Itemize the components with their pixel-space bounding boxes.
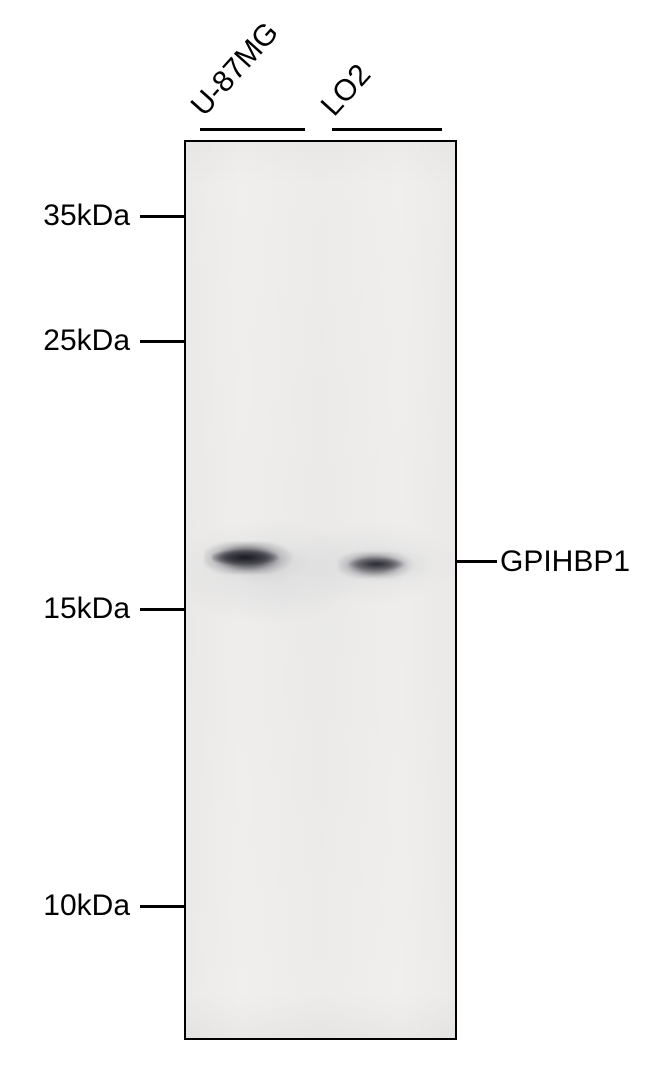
mw-label-10: 10kDa xyxy=(20,889,130,923)
lane-label-2: LO2 xyxy=(315,58,378,123)
lane-underline-1 xyxy=(200,128,305,131)
lane-underline-2 xyxy=(332,128,442,131)
lane-label-1: U-87MG xyxy=(185,16,286,123)
mw-label-25: 25kDa xyxy=(20,324,130,358)
mw-tick-25 xyxy=(140,340,184,343)
western-blot-figure: U-87MG LO2 35kDa 25kDa 15kDa 10kDa GPIHB… xyxy=(0,0,650,1068)
mw-label-35: 35kDa xyxy=(20,199,130,233)
mw-tick-35 xyxy=(140,215,184,218)
protein-tick xyxy=(457,560,497,563)
mw-tick-15 xyxy=(140,608,184,611)
protein-label: GPIHBP1 xyxy=(500,545,630,579)
band-lane1-core xyxy=(212,550,284,565)
mw-label-15: 15kDa xyxy=(20,592,130,626)
band-lane2-core xyxy=(348,558,406,570)
blot-membrane xyxy=(184,140,457,1040)
mw-tick-10 xyxy=(140,905,184,908)
blot-shading xyxy=(186,142,455,1038)
